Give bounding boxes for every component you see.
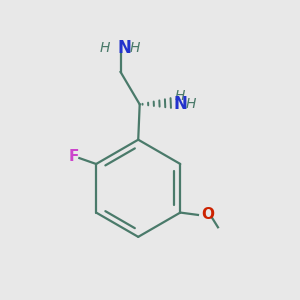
Text: H: H [186,98,196,111]
Text: H: H [129,41,140,56]
Text: N: N [118,39,131,57]
Text: O: O [201,207,214,222]
Text: H: H [100,41,110,56]
Text: F: F [69,149,79,164]
Text: H: H [175,88,185,103]
Text: N: N [174,95,188,113]
